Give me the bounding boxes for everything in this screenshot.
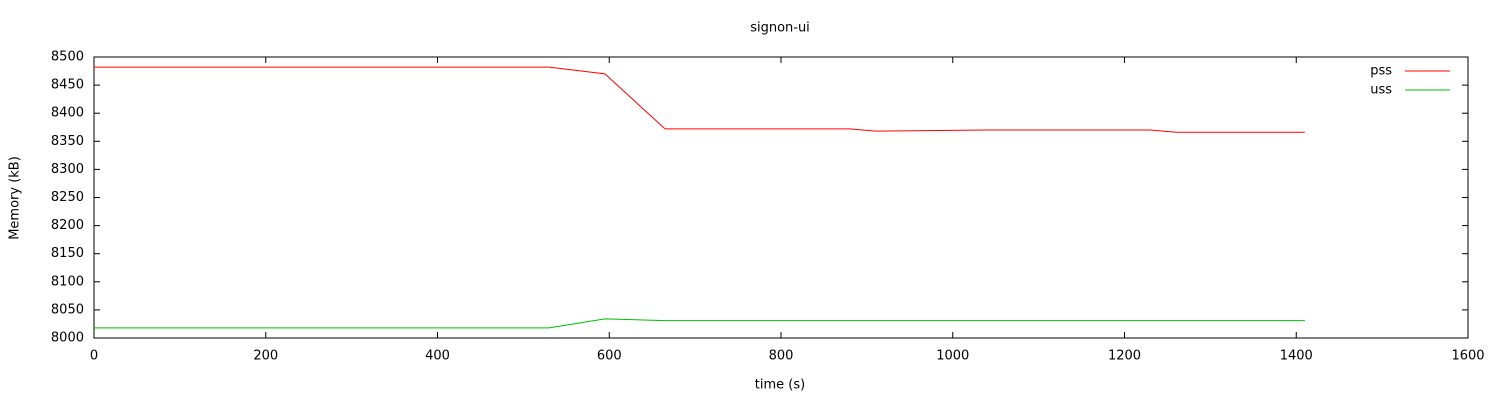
x-tick-label: 1600	[1451, 349, 1484, 364]
x-tick-label: 1000	[936, 349, 969, 364]
y-tick-label: 8100	[51, 274, 84, 289]
data-line	[94, 66, 1305, 133]
y-tick-label: 8150	[51, 246, 84, 261]
x-tick-label: 400	[425, 349, 450, 364]
legend-label: uss	[1370, 83, 1392, 98]
x-tick-label: 1400	[1280, 349, 1313, 364]
x-tick-label: 1200	[1108, 349, 1141, 364]
y-tick-label: 8200	[51, 218, 84, 233]
data-line	[94, 318, 1305, 329]
x-axis-label: time (s)	[755, 378, 805, 393]
y-tick-label: 8300	[51, 162, 84, 177]
y-axis-label: Memory (kB)	[8, 156, 23, 240]
chart-title: signon-ui	[750, 21, 810, 36]
y-tick-label: 8450	[51, 78, 84, 93]
y-tick-label: 8350	[51, 134, 84, 149]
x-tick-label: 200	[253, 349, 278, 364]
y-tick-label: 8500	[51, 50, 84, 65]
y-tick-label: 8250	[51, 190, 84, 205]
x-tick-label: 600	[597, 349, 622, 364]
y-tick-label: 8400	[51, 106, 84, 121]
x-tick-label: 0	[90, 349, 98, 364]
legend-label: pss	[1370, 64, 1392, 79]
plot-frame	[93, 56, 1469, 339]
y-tick-label: 8050	[51, 302, 84, 317]
x-tick-label: 800	[769, 349, 794, 364]
y-tick-label: 8000	[51, 331, 84, 346]
